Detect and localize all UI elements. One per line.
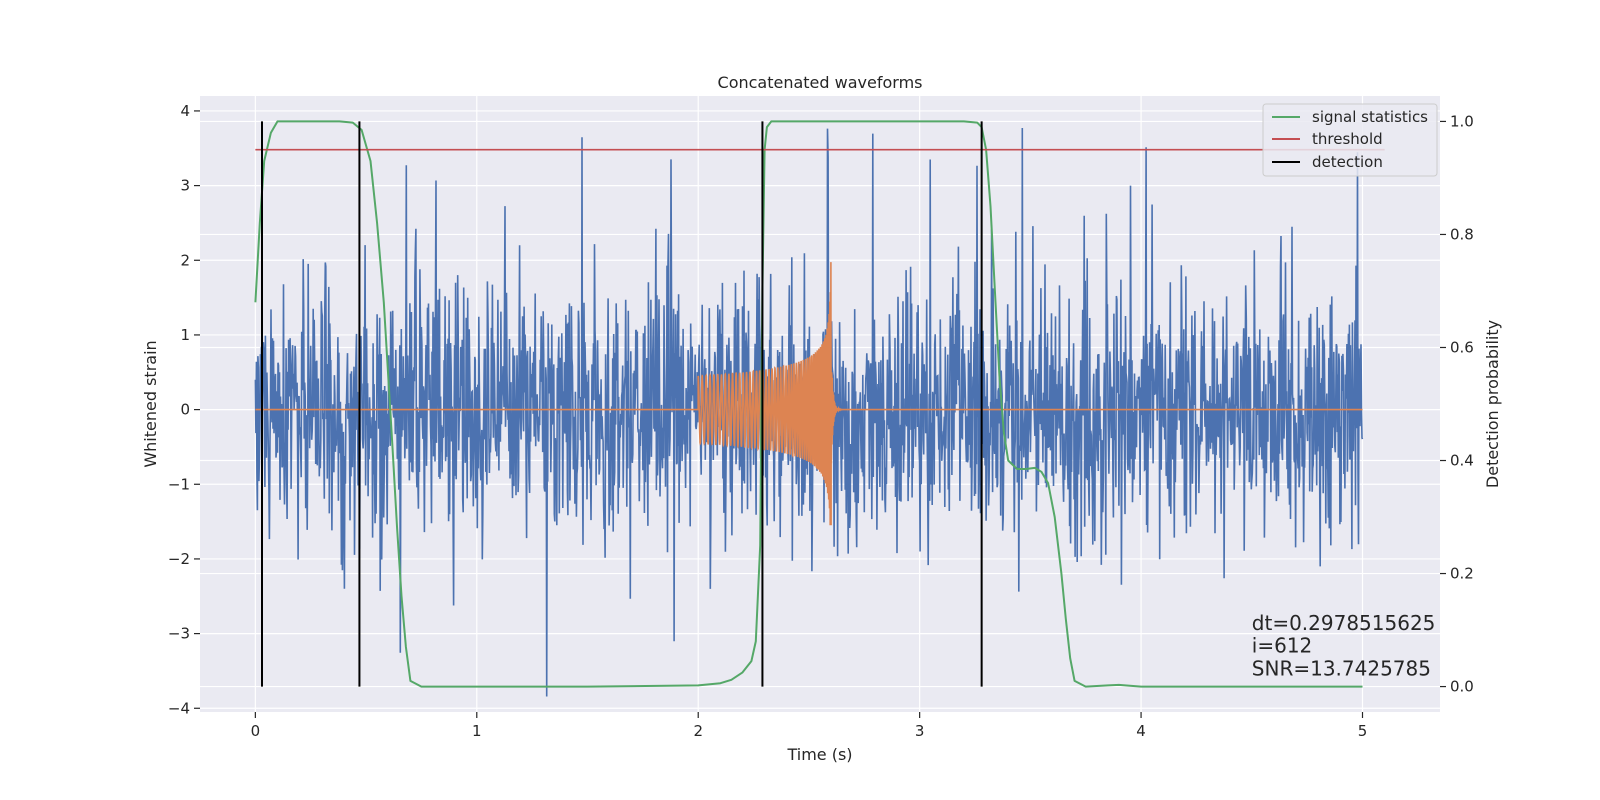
legend-label-signal-statistics: signal statistics [1312, 108, 1428, 126]
x-axis-label: Time (s) [786, 745, 852, 764]
y-left-tick-label-3: −1 [168, 475, 190, 493]
x-tick-label-4: 4 [1136, 722, 1146, 740]
y-left-tick-label-1: −3 [168, 625, 190, 643]
annotation-1: i=612 [1252, 634, 1313, 658]
x-tick-label-0: 0 [251, 722, 261, 740]
y-axis-left-ticks: −4 −3 −2 −1 0 1 2 3 4 [168, 102, 200, 717]
annotation-2: SNR=13.7425785 [1252, 656, 1431, 680]
y-axis-right-label: Detection probability [1483, 320, 1502, 488]
y-left-tick-label-2: −2 [168, 550, 190, 568]
annotation-0: dt=0.2978515625 [1252, 611, 1436, 635]
y-right-tick-label-2: 0.4 [1450, 452, 1474, 470]
y-right-tick-label-0: 0.0 [1450, 678, 1474, 696]
y-right-tick-label-5: 1.0 [1450, 112, 1474, 130]
y-right-tick-label-1: 0.2 [1450, 565, 1474, 583]
y-left-tick-label-0: −4 [168, 699, 190, 717]
x-tick-label-5: 5 [1358, 722, 1368, 740]
chirp-series [255, 262, 1363, 526]
x-tick-label-1: 1 [472, 722, 482, 740]
y-right-tick-label-3: 0.6 [1450, 338, 1474, 356]
x-axis-ticks: 0 1 2 3 4 5 [251, 712, 1368, 740]
chart-title: Concatenated waveforms [718, 73, 923, 92]
detection-series [261, 121, 983, 687]
x-tick-label-3: 3 [915, 722, 925, 740]
legend-box [1262, 103, 1438, 177]
y-left-tick-label-8: 4 [180, 102, 190, 120]
legend-label-threshold: threshold [1312, 130, 1383, 148]
y-right-tick-label-4: 0.8 [1450, 225, 1474, 243]
y-axis-left-label: Whitened strain [141, 340, 160, 467]
y-left-tick-label-7: 3 [180, 177, 190, 195]
y-axis-right-ticks: 0.0 0.2 0.4 0.6 0.8 1.0 [1440, 112, 1474, 696]
y-left-tick-label-6: 2 [180, 251, 190, 269]
y-left-tick-label-4: 0 [180, 401, 190, 419]
legend-label-detection: detection [1312, 153, 1383, 171]
x-tick-label-2: 2 [693, 722, 703, 740]
legend: signal statistics threshold detection [1262, 103, 1438, 177]
y-left-tick-label-5: 1 [180, 326, 190, 344]
chirp-line [255, 262, 1363, 526]
